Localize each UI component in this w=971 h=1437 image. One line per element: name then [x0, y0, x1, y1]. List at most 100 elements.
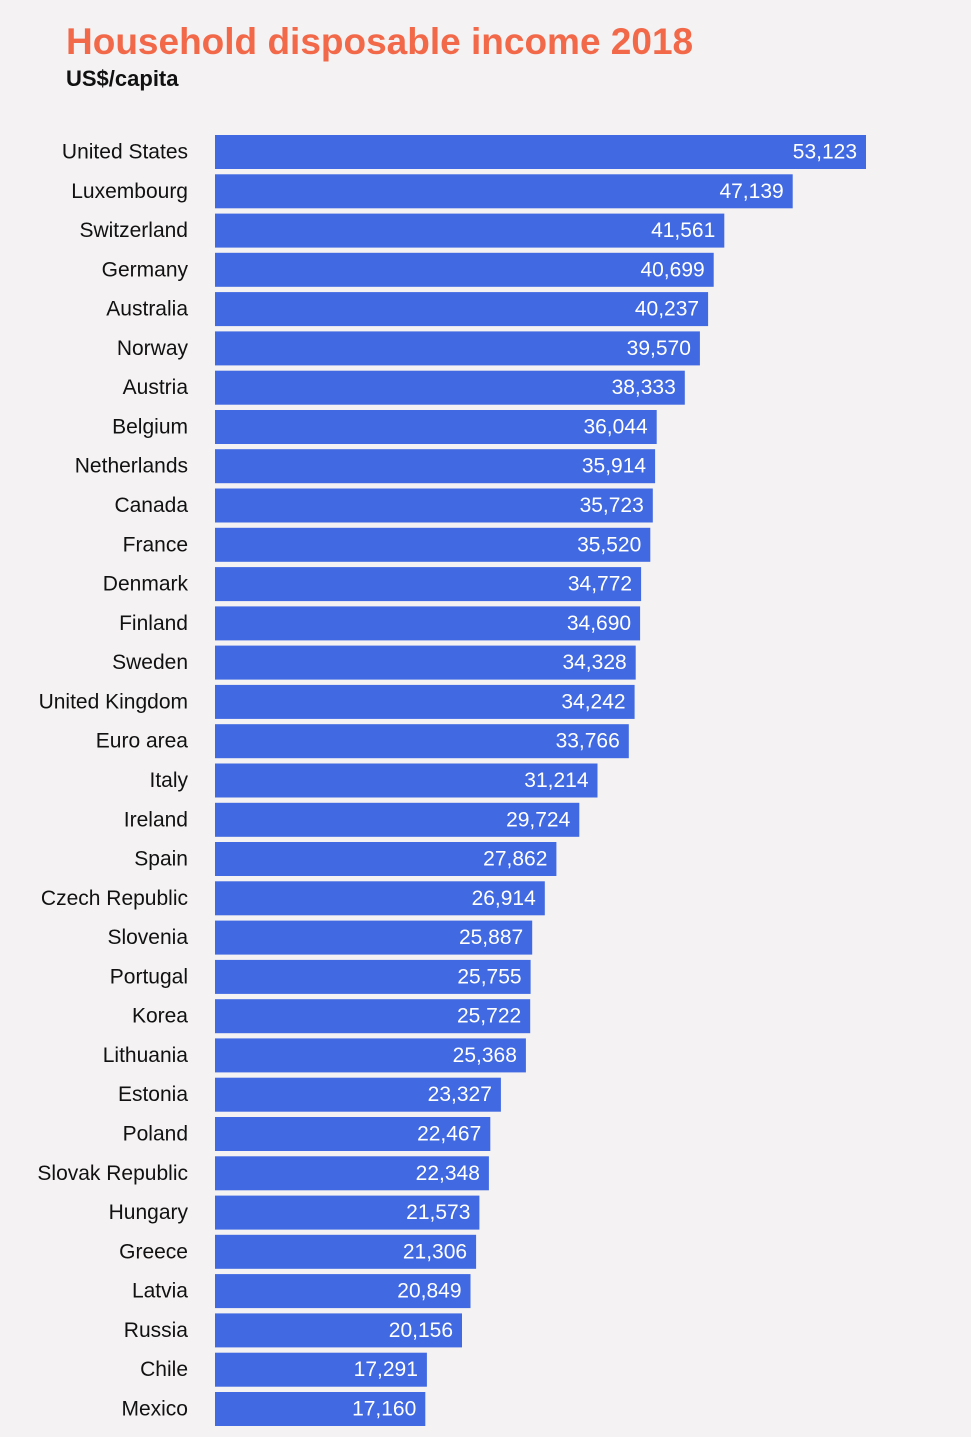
category-label-denmark: Denmark [103, 573, 189, 596]
category-label-norway: Norway [117, 337, 189, 360]
value-label-greece: 21,306 [403, 1240, 467, 1263]
value-label-ireland: 29,724 [506, 808, 571, 831]
bar-korea [215, 999, 531, 1034]
value-label-russia: 20,156 [389, 1319, 453, 1342]
value-label-norway: 39,570 [627, 337, 691, 360]
value-label-switzerland: 41,561 [651, 219, 715, 242]
chart-subtitle: US$/capita [66, 66, 179, 91]
category-label-lithuania: Lithuania [103, 1044, 189, 1067]
category-label-hungary: Hungary [109, 1201, 189, 1224]
category-label-korea: Korea [132, 1005, 188, 1028]
bar-united-states [215, 135, 866, 169]
category-label-switzerland: Switzerland [79, 219, 188, 242]
bar-russia [215, 1313, 462, 1348]
value-label-latvia: 20,849 [397, 1280, 461, 1303]
value-label-mexico: 17,160 [352, 1398, 416, 1421]
bar-slovenia [215, 920, 533, 955]
category-label-france: France [123, 533, 188, 556]
bar-switzerland [215, 213, 725, 248]
bar-sweden [215, 645, 636, 680]
category-label-canada: Canada [114, 494, 188, 517]
value-label-australia: 40,237 [635, 298, 699, 321]
value-label-portugal: 25,755 [457, 965, 521, 988]
bar-latvia [215, 1274, 471, 1309]
value-label-netherlands: 35,914 [582, 455, 647, 478]
category-label-greece: Greece [119, 1240, 188, 1263]
category-label-russia: Russia [124, 1319, 189, 1342]
value-label-slovak-republic: 22,348 [416, 1162, 480, 1185]
category-label-portugal: Portugal [110, 965, 188, 988]
bar-slovak-republic [215, 1156, 489, 1191]
category-label-australia: Australia [106, 298, 188, 321]
value-label-spain: 27,862 [483, 848, 547, 871]
bar-euro-area [215, 724, 629, 759]
bar-greece [215, 1234, 477, 1269]
category-label-euro-area: Euro area [96, 730, 189, 753]
category-label-germany: Germany [102, 258, 189, 281]
category-label-spain: Spain [134, 848, 188, 871]
bar-france [215, 527, 651, 562]
bar-austria [215, 370, 685, 405]
value-label-austria: 38,333 [612, 376, 676, 399]
bars-layer [215, 135, 866, 1426]
bar-germany [215, 252, 714, 287]
bar-luxembourg [215, 174, 793, 209]
value-label-france: 35,520 [577, 533, 641, 556]
category-label-luxembourg: Luxembourg [71, 180, 188, 203]
value-label-euro-area: 33,766 [556, 730, 620, 753]
value-label-denmark: 34,772 [568, 573, 632, 596]
value-label-united-states: 53,123 [793, 141, 857, 164]
value-label-canada: 35,723 [580, 494, 644, 517]
value-label-slovenia: 25,887 [459, 926, 523, 949]
category-label-chile: Chile [140, 1358, 188, 1381]
chart-title: Household disposable income 2018 [66, 21, 694, 62]
bar-belgium [215, 410, 657, 444]
category-label-slovak-republic: Slovak Republic [37, 1162, 188, 1185]
value-label-italy: 31,214 [524, 769, 589, 792]
category-label-estonia: Estonia [118, 1083, 188, 1106]
value-label-finland: 34,690 [567, 612, 631, 635]
bar-italy [215, 763, 598, 798]
value-label-germany: 40,699 [640, 258, 704, 281]
value-label-poland: 22,467 [417, 1123, 481, 1146]
value-label-chile: 17,291 [354, 1358, 418, 1381]
category-label-austria: Austria [123, 376, 189, 399]
category-label-finland: Finland [119, 612, 188, 635]
bar-denmark [215, 567, 642, 602]
category-label-latvia: Latvia [132, 1280, 188, 1303]
category-label-italy: Italy [149, 769, 188, 792]
category-label-united-kingdom: United Kingdom [39, 690, 188, 713]
bar-netherlands [215, 449, 656, 484]
value-label-united-kingdom: 34,242 [561, 690, 625, 713]
bar-estonia [215, 1077, 501, 1112]
bar-lithuania [215, 1038, 526, 1073]
bar-united-kingdom [215, 684, 635, 719]
category-label-slovenia: Slovenia [107, 926, 188, 949]
bar-portugal [215, 959, 531, 994]
value-label-belgium: 36,044 [583, 416, 648, 439]
category-label-united-states: United States [62, 141, 188, 164]
category-label-ireland: Ireland [124, 808, 188, 831]
bar-ireland [215, 802, 580, 837]
bar-chile [215, 1352, 427, 1387]
value-label-luxembourg: 47,139 [719, 180, 783, 203]
bar-canada [215, 488, 653, 523]
category-labels: United States Luxembourg Switzerland German… [37, 141, 188, 1421]
value-label-sweden: 34,328 [562, 651, 626, 674]
bar-hungary [215, 1195, 480, 1230]
category-label-netherlands: Netherlands [75, 455, 188, 478]
category-label-mexico: Mexico [121, 1398, 188, 1421]
value-label-korea: 25,722 [457, 1005, 521, 1028]
bar-mexico [215, 1392, 426, 1426]
category-label-poland: Poland [123, 1123, 188, 1146]
bar-czech-republic [215, 881, 545, 916]
value-label-lithuania: 25,368 [453, 1044, 517, 1067]
value-label-hungary: 21,573 [406, 1201, 470, 1224]
value-label-czech-republic: 26,914 [472, 887, 537, 910]
bar-australia [215, 292, 709, 327]
category-label-sweden: Sweden [112, 651, 188, 674]
bar-poland [215, 1117, 491, 1151]
bar-spain [215, 842, 557, 876]
